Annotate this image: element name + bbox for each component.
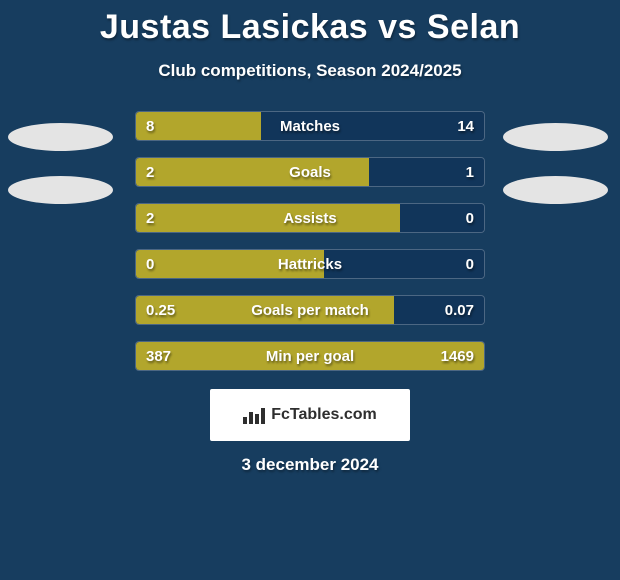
stat-label: Goals per match (136, 296, 484, 324)
page-title: Justas Lasickas vs Selan (0, 0, 620, 47)
player-chip-left-bottom (8, 176, 113, 204)
stat-row: 0Hattricks0 (135, 249, 485, 279)
stat-value-right: 1469 (441, 342, 474, 370)
page-subtitle: Club competitions, Season 2024/2025 (0, 61, 620, 81)
stat-value-right: 1 (466, 158, 474, 186)
stat-value-right: 0 (466, 204, 474, 232)
stat-value-right: 0.07 (445, 296, 474, 324)
source-badge: FcTables.com (210, 389, 410, 441)
stat-label: Matches (136, 112, 484, 140)
bar-chart-icon (243, 406, 265, 424)
stat-row: 387Min per goal1469 (135, 341, 485, 371)
footer-date: 3 december 2024 (0, 455, 620, 475)
stat-value-right: 14 (457, 112, 474, 140)
player-chip-right-bottom (503, 176, 608, 204)
stat-label: Hattricks (136, 250, 484, 278)
stat-row: 2Assists0 (135, 203, 485, 233)
stat-label: Min per goal (136, 342, 484, 370)
player-chip-right-top (503, 123, 608, 151)
player-chip-left-top (8, 123, 113, 151)
stat-label: Assists (136, 204, 484, 232)
stat-row: 0.25Goals per match0.07 (135, 295, 485, 325)
stat-row: 2Goals1 (135, 157, 485, 187)
stat-label: Goals (136, 158, 484, 186)
stat-row: 8Matches14 (135, 111, 485, 141)
comparison-rows: 8Matches142Goals12Assists00Hattricks00.2… (135, 111, 485, 371)
stat-value-right: 0 (466, 250, 474, 278)
source-badge-text: FcTables.com (271, 406, 377, 424)
